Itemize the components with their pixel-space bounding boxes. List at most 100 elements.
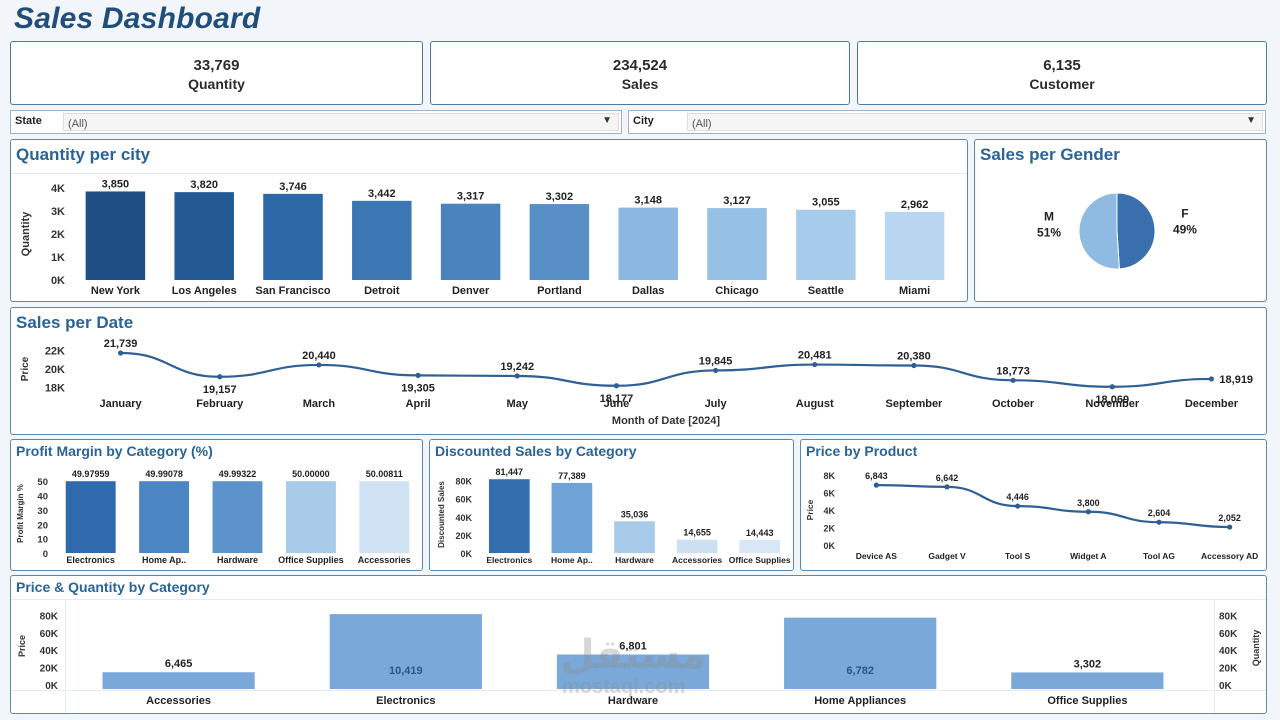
sales_date-point <box>712 367 719 374</box>
state-filter[interactable]: State (All) ▼ <box>10 110 622 134</box>
discounted-data-label: 35,036 <box>621 509 649 519</box>
price_qty-y2tick: 0K <box>1219 681 1233 692</box>
qty_city-bar <box>618 207 678 280</box>
price_product-ytick: 4K <box>823 506 835 516</box>
sales_date-data-label: 19,157 <box>203 384 237 396</box>
price_qty-data-label: 6,782 <box>846 665 874 677</box>
city-filter-value: (All) <box>692 118 712 130</box>
chevron-down-icon[interactable]: ▼ <box>602 115 612 126</box>
chevron-down-icon[interactable]: ▼ <box>1246 115 1256 126</box>
profit_margin-ylabel: Profit Margin % <box>16 484 25 543</box>
profit_margin-ytick: 50 <box>37 477 48 488</box>
qty_city-data-label: 3,302 <box>546 191 574 203</box>
pie-slice-f <box>1116 192 1156 270</box>
page-title: Sales Dashboard <box>14 2 261 35</box>
sales_date-x-label: July <box>705 398 728 410</box>
sales_date-x-label: December <box>1185 398 1239 410</box>
profit_margin-ytick: 20 <box>37 520 48 531</box>
price_product-data-label: 6,843 <box>865 471 888 481</box>
price_product-x-label: Tool AG <box>1143 551 1175 561</box>
qty_city-data-label: 3,127 <box>723 195 751 207</box>
price_product-data-label: 6,642 <box>936 473 959 483</box>
price_qty-ytick: 60K <box>40 629 59 640</box>
pie-percent-label: 51% <box>1037 225 1061 239</box>
qty_city-bar <box>884 211 945 280</box>
watermark-logo: مستقل <box>560 632 707 678</box>
qty_city-data-label: 3,442 <box>368 188 396 200</box>
kpi-customer-value: 6,135 <box>1043 57 1081 74</box>
qty_city-x-label: Los Angeles <box>172 285 237 297</box>
discounted-x-label: Electronics <box>486 555 532 565</box>
price_qty-ytick: 40K <box>40 646 59 657</box>
discounted-sales-chart: 0K 20K 40K 60K 80K Discounted Sales 81,447 Elec… <box>437 467 791 565</box>
price_qty-y2label: Quantity <box>1251 630 1261 667</box>
profit_margin-ytick: 0 <box>43 549 48 560</box>
kpi-customer-card: 6,135 Customer <box>857 41 1267 105</box>
profit_margin-x-label: Accessories <box>358 555 411 565</box>
sales_date-x-label: August <box>796 398 834 410</box>
sales_date-point <box>911 362 917 369</box>
profit_margin-bar <box>139 481 190 553</box>
state-filter-label: State <box>15 115 42 127</box>
sales_date-x-label: June <box>604 398 630 410</box>
sales_date-data-label: 20,440 <box>302 350 336 362</box>
sales_date-data-label: 18,919 <box>1219 374 1253 386</box>
price_product-point <box>1085 509 1091 515</box>
qty_city-data-label: 2,962 <box>901 199 929 211</box>
watermark-url: mostaql.com <box>562 676 686 698</box>
price_qty-data-label: 3,302 <box>1074 658 1102 670</box>
qty_city-data-label: 3,317 <box>457 191 485 203</box>
quantity-per-city-chart: 0K 1K 2K 3K 4K Quantity 3,850 New York 3,820 Los … <box>11 173 967 297</box>
sales_date-ytick: 18K <box>45 382 65 394</box>
price_product-data-label: 4,446 <box>1006 492 1029 502</box>
qty_city-data-label: 3,850 <box>102 178 130 190</box>
price_qty-y2tick: 60K <box>1219 629 1238 640</box>
price_product-point <box>873 482 879 488</box>
price_product-ylabel: Price <box>805 499 815 520</box>
discounted-x-label: Office Supplies <box>729 555 791 565</box>
pie-name-label: M <box>1044 209 1054 223</box>
state-filter-select[interactable]: (All) ▼ <box>63 113 619 131</box>
qty_city-x-label: New York <box>91 285 141 297</box>
city-filter-select[interactable]: (All) ▼ <box>687 113 1263 131</box>
kpi-sales-value: 234,524 <box>612 57 668 74</box>
discounted-data-label: 81,447 <box>496 467 524 477</box>
sales-per-gender-title: Sales per Gender <box>980 145 1120 164</box>
kpi-quantity-value: 33,769 <box>193 57 240 74</box>
sales_date-data-label: 19,305 <box>401 382 435 394</box>
price_qty-data-label: 10,419 <box>389 665 423 677</box>
discounted-data-label: 14,655 <box>683 528 711 538</box>
sales-per-gender-chart: F 49% M 51% <box>1037 192 1197 270</box>
discounted-ytick: 80K <box>455 477 472 487</box>
sales_date-data-label: 20,380 <box>897 351 931 363</box>
price_product-point <box>1156 519 1162 525</box>
price_qty-ylabel: Price <box>17 635 27 657</box>
qty_city-bar <box>707 208 767 280</box>
discounted-x-label: Accessories <box>672 555 722 565</box>
discounted-bar <box>614 521 655 553</box>
discounted-data-label: 14,443 <box>746 528 774 538</box>
profit_margin-bar <box>65 481 116 553</box>
city-filter[interactable]: City (All) ▼ <box>628 110 1266 134</box>
price-by-product-title: Price by Product <box>806 443 918 459</box>
price_qty-ytick: 0K <box>45 681 59 692</box>
chart-header-divider <box>11 599 1266 600</box>
price_product-ytick: 2K <box>823 524 835 534</box>
kpi-sales-label: Sales <box>621 76 659 92</box>
plot-baseline <box>11 690 1266 691</box>
discounted-data-label: 77,389 <box>558 471 586 481</box>
price_product-x-label: Widget A <box>1070 551 1106 561</box>
qty_city-x-label: San Francisco <box>255 285 330 297</box>
qty_city-data-label: 3,820 <box>190 179 218 191</box>
qty_city-bar <box>352 200 412 280</box>
profit_margin-data-label: 50.00811 <box>366 469 403 479</box>
sales_date-point <box>1109 384 1115 390</box>
discounted-x-label: Hardware <box>615 555 654 565</box>
sales_date-data-label: 18,177 <box>600 393 634 405</box>
sales_date-data-label: 20,481 <box>798 350 832 362</box>
price-quantity-chart: 0K 20K 40K 60K 80K 0K 20K 40K 60K 80K Price Quantit… <box>11 599 1266 713</box>
price_product-data-label: 3,800 <box>1077 498 1100 508</box>
discounted-ytick: 60K <box>455 495 472 505</box>
discounted-bar <box>676 539 718 553</box>
sales_date-x-label: November <box>1085 398 1140 410</box>
